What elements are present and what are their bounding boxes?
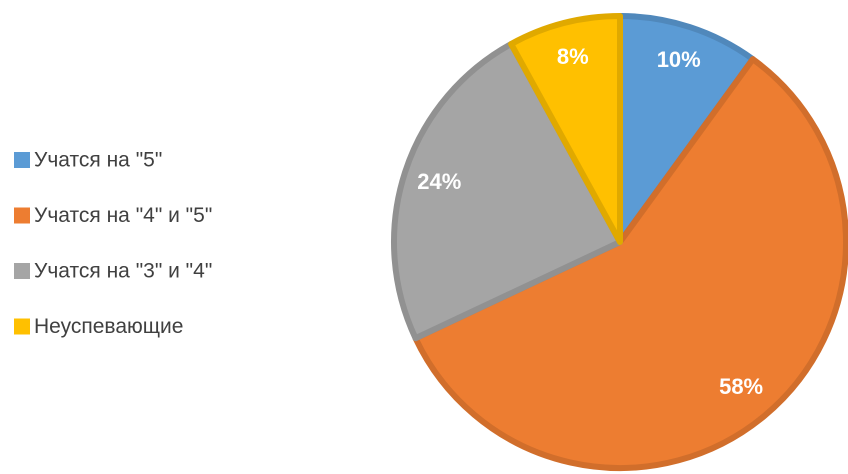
legend-swatch xyxy=(14,207,30,224)
legend-swatch xyxy=(14,318,30,335)
legend-label: Учатся на "4" и "5" xyxy=(34,204,212,227)
pie-slice xyxy=(617,13,756,245)
value-label: 10% xyxy=(657,47,701,72)
pie-slice xyxy=(412,56,848,471)
pie-slice xyxy=(508,13,623,245)
pie-slice xyxy=(391,40,623,342)
legend-label: Учатся на "3" и "4" xyxy=(34,260,212,283)
legend-label: Учатся на "5" xyxy=(34,149,162,172)
value-label: 58% xyxy=(719,374,763,399)
legend-label: Неуспевающие xyxy=(34,315,183,338)
value-label: 8% xyxy=(557,44,589,69)
value-label: 24% xyxy=(417,169,461,194)
legend-swatch xyxy=(14,263,30,279)
legend-swatch xyxy=(14,152,30,168)
